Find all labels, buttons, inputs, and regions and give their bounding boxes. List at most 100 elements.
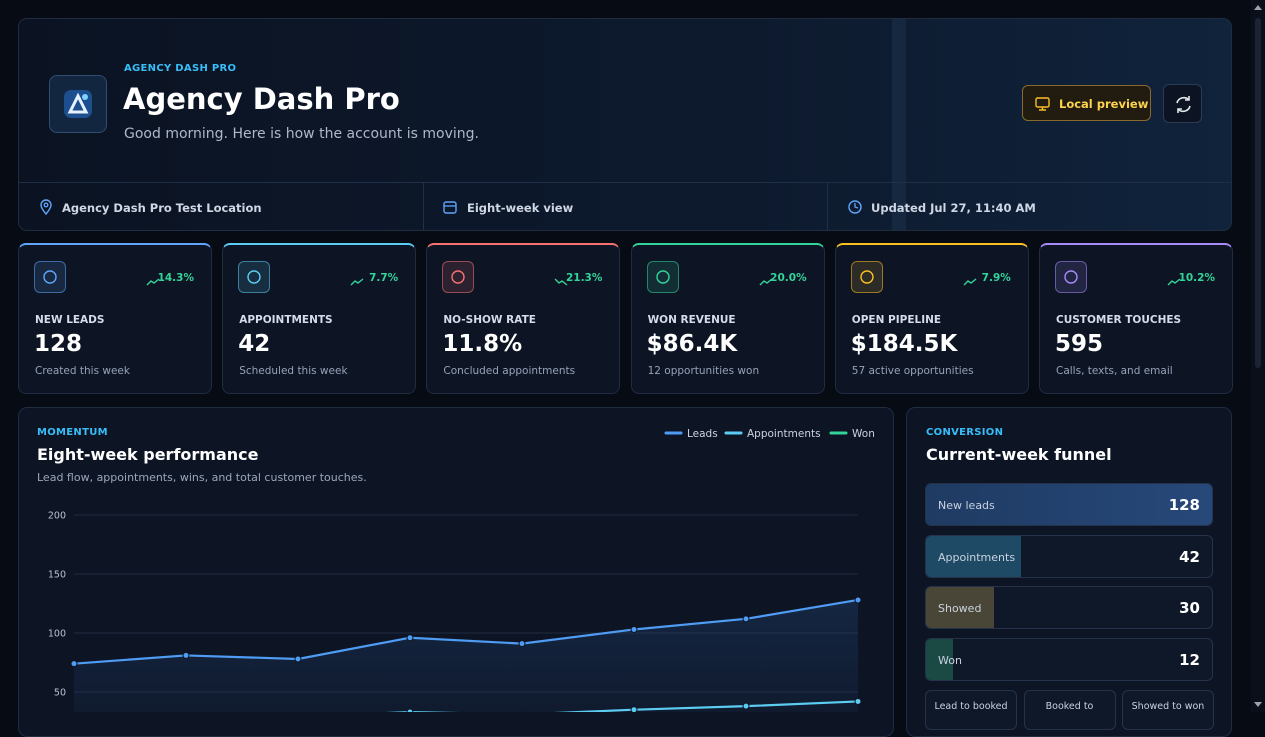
clock-icon — [848, 200, 862, 214]
chart-title: Eight-week performance — [37, 445, 259, 464]
point — [182, 651, 190, 659]
y-tick-label: 50 — [54, 688, 66, 699]
funnel-value: 30 — [1179, 599, 1200, 617]
funnel-row: New leads 128 — [925, 483, 1213, 526]
kpi-note: Calls, texts, and email — [1056, 365, 1173, 377]
glyph — [247, 270, 261, 284]
kpi-note: Scheduled this week — [239, 365, 348, 377]
kpi-note: Concluded appointments — [443, 365, 576, 377]
series-line — [73, 598, 859, 665]
eyebrow: AGENCY DASH PRO — [124, 63, 237, 74]
point — [518, 640, 526, 648]
kpi-label: NEW LEADS — [35, 314, 105, 326]
info-view: Eight-week view — [467, 201, 574, 215]
point — [854, 596, 862, 604]
funnel-bar — [926, 587, 994, 628]
kpi-value: 128 — [34, 331, 83, 357]
refresh-button[interactable] — [1163, 84, 1202, 123]
divider — [827, 182, 828, 230]
trend-glyph — [554, 278, 568, 286]
logo-icon — [64, 90, 92, 118]
calendar-icon — [443, 201, 457, 214]
title: Agency Dash Pro — [123, 82, 400, 116]
point — [406, 634, 414, 642]
funnel-title: Current-week funnel — [926, 445, 1112, 464]
kpi-change: 14.3% — [157, 272, 194, 284]
page: Agency Dash Pro { "header": { "eyebrow":… — [18, 0, 1265, 737]
preview-button[interactable]: Local preview — [1022, 85, 1151, 121]
kpi-label: OPEN PIPELINE — [851, 314, 942, 326]
divider — [423, 182, 424, 230]
dashboard: AGENCY DASH PRO Agency Dash Pro Good mor… — [18, 0, 1265, 737]
scrollbar[interactable] — [1251, 0, 1265, 712]
funnel-row: Won 12 — [925, 637, 1213, 681]
trend-line — [350, 278, 364, 286]
kpi-icon — [238, 261, 271, 293]
funnel-row: Appointments 42 — [925, 534, 1213, 578]
kpi-value: 11.8% — [442, 331, 523, 357]
trend-icon — [759, 272, 773, 286]
y-tick-label: 100 — [48, 629, 66, 640]
kpi-card: 7.7% APPOINTMENTS 42 Scheduled this week — [222, 243, 417, 394]
icon-glyph — [43, 270, 57, 284]
funnel-bar — [926, 535, 1021, 577]
kpi-icon — [850, 261, 883, 293]
y-tick-label: 200 — [48, 511, 66, 522]
kpi-label: WON REVENUE — [647, 314, 736, 326]
icon-glyph — [247, 270, 261, 284]
kpi-label: APPOINTMENTS — [239, 314, 333, 326]
funnel-bar — [926, 484, 1212, 525]
funnel-bar — [926, 638, 953, 680]
legend-label: Leads — [687, 428, 718, 440]
point — [70, 660, 78, 668]
point — [742, 702, 750, 710]
icon-glyph — [860, 270, 874, 284]
trend-line — [1167, 278, 1181, 286]
refresh-icon — [1176, 96, 1191, 113]
rate-card: Booked to — [1023, 690, 1116, 730]
trend-glyph — [963, 278, 977, 286]
glyph — [1064, 270, 1078, 284]
kpi-icon — [34, 261, 66, 293]
trend-icon — [963, 272, 977, 286]
legend-label: Appointments — [747, 428, 821, 440]
funnel-value: 42 — [1179, 547, 1200, 566]
kpi-icon — [646, 261, 679, 293]
funnel-name: New leads — [938, 499, 995, 512]
divider — [19, 182, 1231, 183]
chart-subtitle: Lead flow, appointments, wins, and total… — [37, 471, 367, 484]
point — [294, 655, 302, 663]
kpi-card: 21.3% NO-SHOW RATE 11.8% Concluded appointm… — [426, 243, 621, 394]
funnel-name: Appointments — [938, 550, 1016, 564]
kpi-value: $184.5K — [850, 331, 958, 357]
y-tick-label: 150 — [48, 570, 66, 581]
kpi-change: 21.3% — [565, 272, 603, 284]
monitor-icon — [1035, 97, 1050, 111]
trend-line — [146, 278, 160, 286]
icon-glyph — [655, 270, 670, 284]
series-line — [385, 700, 859, 712]
kpi-label: NO-SHOW RATE — [443, 314, 536, 326]
trend-icon — [554, 272, 568, 286]
kpi-change: 7.9% — [981, 272, 1011, 284]
funnel-name: Won — [938, 653, 962, 667]
kpi-change: 10.2% — [1178, 272, 1215, 284]
trend-icon — [350, 272, 364, 286]
rate-card: Lead to booked — [925, 690, 1017, 730]
pin-icon — [40, 199, 52, 215]
chart: 050100150200LeadsAppointmentsWon — [48, 428, 875, 712]
glyph — [860, 270, 874, 284]
legend-label: Won — [852, 428, 875, 440]
funnel-value: 12 — [1179, 650, 1200, 669]
info-updated: Updated Jul 27, 11:40 AM — [871, 201, 1036, 215]
scrollbar-arrows — [1254, 5, 1262, 707]
eyebrow: CONVERSION — [926, 427, 1004, 438]
kpi-icon — [1055, 261, 1087, 293]
glyph — [43, 270, 57, 284]
rate-label: Booked to — [1045, 701, 1094, 712]
kpi-icon — [442, 261, 475, 293]
trend-icon — [1167, 272, 1181, 286]
funnel-row: Showed 30 — [925, 586, 1213, 629]
rate-card: Showed to won — [1122, 690, 1214, 730]
kpi-note: 12 opportunities won — [647, 365, 760, 377]
